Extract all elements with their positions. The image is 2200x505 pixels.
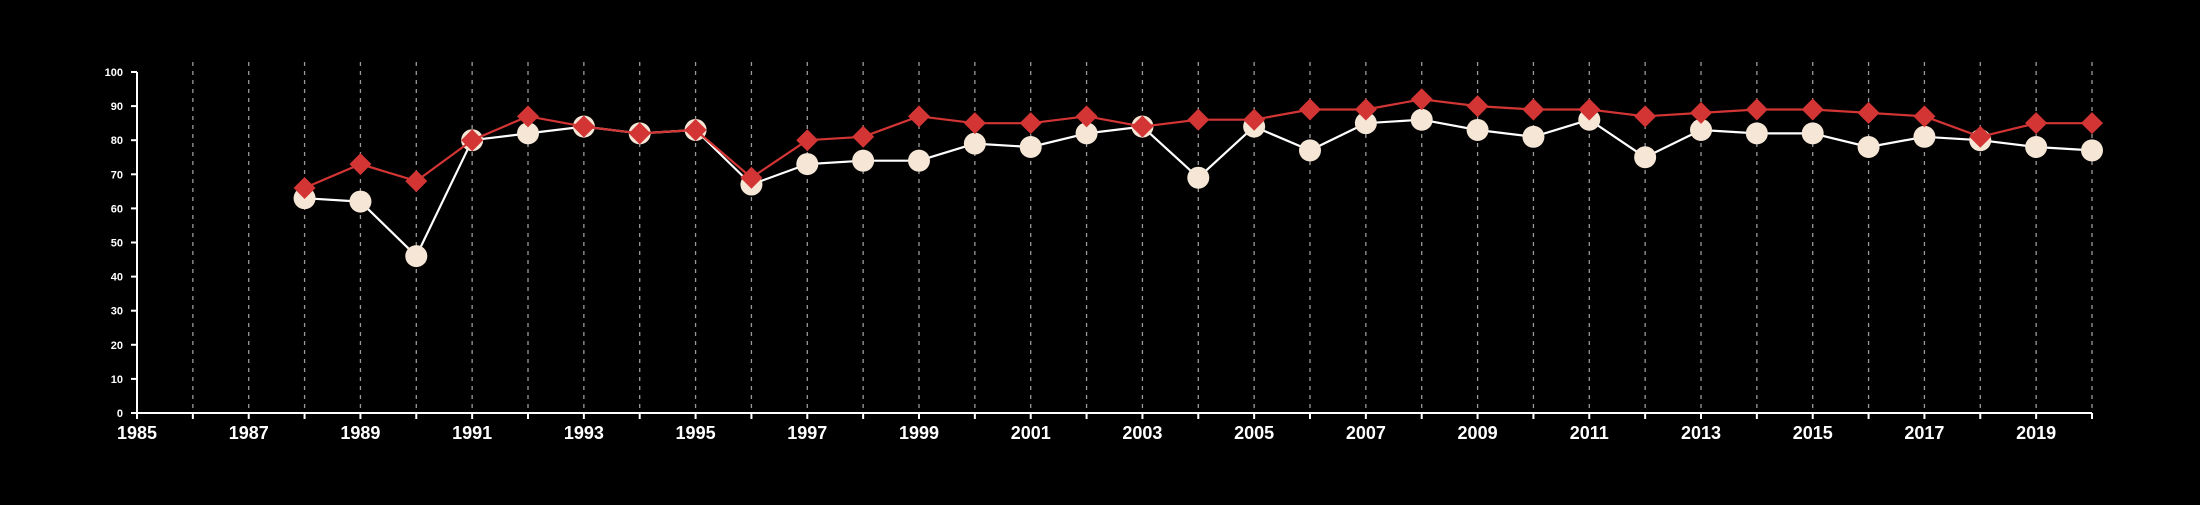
y-tick-label: 10 xyxy=(111,374,123,386)
diamond-marker xyxy=(572,115,595,138)
x-tick-label: 1987 xyxy=(229,423,269,443)
y-tick-label: 20 xyxy=(111,340,123,352)
diamond-marker xyxy=(1187,108,1210,131)
x-tick-label: 2017 xyxy=(1904,423,1944,443)
y-tick-label: 30 xyxy=(111,306,123,318)
x-tick-label: 1985 xyxy=(117,423,157,443)
x-tick-label: 2007 xyxy=(1346,423,1386,443)
y-tick-label: 90 xyxy=(111,101,123,113)
y-tick-label: 80 xyxy=(111,135,123,147)
y-tick-label: 60 xyxy=(111,203,123,215)
circle-marker xyxy=(2025,136,2048,159)
x-tick-label: 1989 xyxy=(340,423,380,443)
y-tick-label: 70 xyxy=(111,169,123,181)
circle-marker xyxy=(1522,125,1545,148)
diamond-marker xyxy=(1410,88,1433,111)
circle-marker xyxy=(1913,125,1936,148)
y-tick-label: 100 xyxy=(105,67,123,79)
x-tick-label: 2001 xyxy=(1011,423,1051,443)
diamond-marker xyxy=(852,125,875,148)
y-tick-label: 0 xyxy=(117,408,123,420)
circle-marker xyxy=(1019,136,1042,159)
diamond-marker xyxy=(1634,105,1657,128)
x-tick-label: 2009 xyxy=(1458,423,1498,443)
diamond-series xyxy=(293,88,2103,199)
circle-marker xyxy=(405,245,428,268)
diamond-marker xyxy=(684,118,707,141)
diamond-marker xyxy=(963,112,986,135)
x-tick-label: 1995 xyxy=(676,423,716,443)
diamond-marker xyxy=(1690,101,1712,124)
x-tick-label: 2015 xyxy=(1793,423,1833,443)
diamond-marker xyxy=(349,153,372,176)
x-tick-label: 1993 xyxy=(564,423,604,443)
y-tick-label: 40 xyxy=(111,272,123,284)
diamond-marker xyxy=(1466,95,1489,118)
diamond-marker xyxy=(1522,98,1545,121)
diamond-marker xyxy=(1243,108,1266,131)
diamond-marker xyxy=(1857,101,1880,124)
diamond-marker xyxy=(628,122,651,145)
x-tick-label: 2011 xyxy=(1570,423,1609,443)
circle-marker xyxy=(1410,108,1433,131)
x-tick-label: 2019 xyxy=(2016,423,2056,443)
diamond-marker xyxy=(1354,98,1377,121)
circle-marker xyxy=(1354,112,1377,135)
circle-marker xyxy=(1299,139,1321,162)
diamond-marker xyxy=(1801,98,1824,121)
diamond-marker xyxy=(908,105,930,128)
circle-marker xyxy=(1801,122,1824,145)
x-tick-label: 1999 xyxy=(899,423,939,443)
y-tick-label: 50 xyxy=(111,238,123,250)
circle-marker xyxy=(1187,166,1210,189)
diamond-marker xyxy=(1578,98,1601,121)
x-tick-label: 1997 xyxy=(787,423,827,443)
diamond-marker xyxy=(1745,98,1768,121)
circle-marker xyxy=(2081,139,2103,162)
diamond-marker xyxy=(2025,112,2048,135)
diamond-marker xyxy=(1969,125,1992,148)
diamond-marker xyxy=(1913,105,1936,128)
circle-marker xyxy=(1745,122,1768,145)
circle-marker xyxy=(852,149,875,172)
diamond-marker xyxy=(2081,112,2103,135)
diamond-marker xyxy=(1131,115,1154,138)
diamond-marker xyxy=(405,170,428,193)
diamond-marker xyxy=(1075,105,1098,128)
axes-layer: 0 10 20 30 40 50 60 70 80 90 100 1985 1987 1989 1991 19… xyxy=(105,67,2093,443)
circle-marker xyxy=(349,190,372,213)
diamond-marker xyxy=(796,129,819,152)
x-tick-label: 2003 xyxy=(1122,423,1162,443)
circle-marker xyxy=(963,132,986,155)
circle-marker xyxy=(517,122,539,145)
circle-marker xyxy=(1075,122,1098,145)
diamond-marker xyxy=(517,105,539,128)
diamond-marker xyxy=(1299,98,1321,121)
diamond-marker xyxy=(740,166,763,189)
diamond-marker xyxy=(1019,112,1042,135)
circle-marker xyxy=(1857,136,1880,159)
diamond-marker xyxy=(293,176,316,199)
x-tick-label: 2005 xyxy=(1234,423,1274,443)
circle-marker xyxy=(1690,118,1712,141)
circle-marker xyxy=(1466,118,1489,141)
x-tick-label: 2013 xyxy=(1681,423,1721,443)
x-tick-label: 1991 xyxy=(452,423,492,443)
circle-marker xyxy=(1634,146,1657,169)
circle-marker xyxy=(908,149,930,172)
circle-marker xyxy=(796,153,819,176)
diamond-marker xyxy=(461,129,484,152)
series-layer xyxy=(293,88,2103,268)
